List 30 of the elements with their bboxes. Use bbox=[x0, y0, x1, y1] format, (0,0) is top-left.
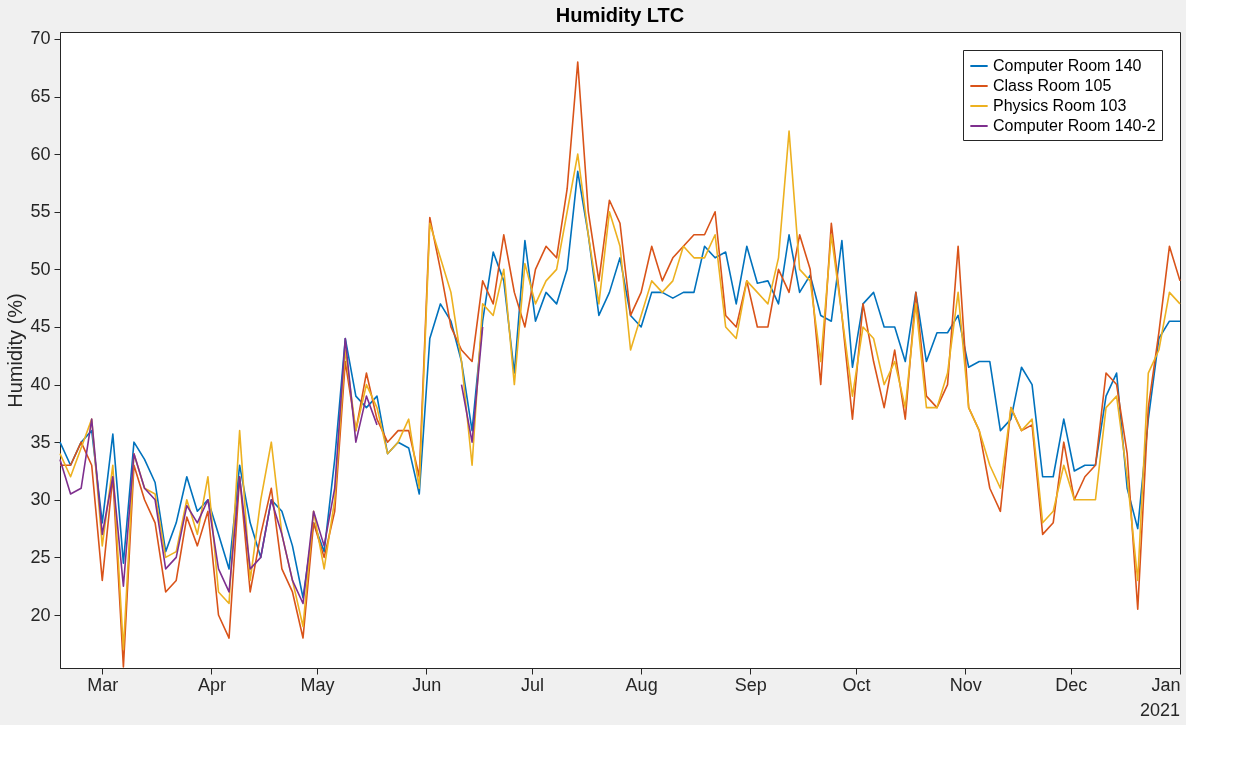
legend-label: Physics Room 103 bbox=[993, 97, 1127, 114]
y-tick-label: 60 bbox=[30, 143, 51, 164]
y-tick-label: 40 bbox=[30, 374, 51, 395]
y-tick-label: 55 bbox=[30, 201, 51, 222]
text: 2021 bbox=[1139, 700, 1180, 720]
y-axis-title: Humidity (%) bbox=[4, 293, 27, 408]
x-tick-label: Jun bbox=[412, 674, 442, 695]
x-tick-label: Jul bbox=[520, 674, 544, 695]
legend-label: Computer Room 140-2 bbox=[993, 117, 1156, 134]
x-tick-label: Mar bbox=[87, 674, 119, 695]
x-tick-label: Jan bbox=[1151, 674, 1181, 695]
y-tick-label: 30 bbox=[30, 489, 51, 510]
x-tick-label: Aug bbox=[625, 674, 658, 695]
chart-title: Humidity LTC bbox=[555, 3, 685, 26]
y-tick-label: 35 bbox=[30, 431, 51, 452]
x-tick-label: Nov bbox=[949, 674, 982, 695]
y-tick-label: 65 bbox=[30, 86, 51, 107]
y-tick-label: 20 bbox=[30, 604, 51, 625]
y-tick-label: 70 bbox=[30, 28, 51, 49]
y-tick-label: 25 bbox=[30, 546, 51, 567]
legend-label: Class Room 105 bbox=[993, 77, 1112, 94]
y-tick-label: 45 bbox=[30, 316, 51, 337]
x-tick-label: Sep bbox=[734, 674, 767, 695]
x-tick-label: Apr bbox=[197, 674, 226, 695]
x-tick-label: May bbox=[300, 674, 335, 695]
x-tick-label: Dec bbox=[1055, 674, 1088, 695]
legend-label: Computer Room 140 bbox=[993, 57, 1142, 74]
x-tick-label: Oct bbox=[842, 674, 871, 695]
y-tick-label: 50 bbox=[30, 258, 51, 279]
line-series bbox=[59, 170, 1181, 599]
